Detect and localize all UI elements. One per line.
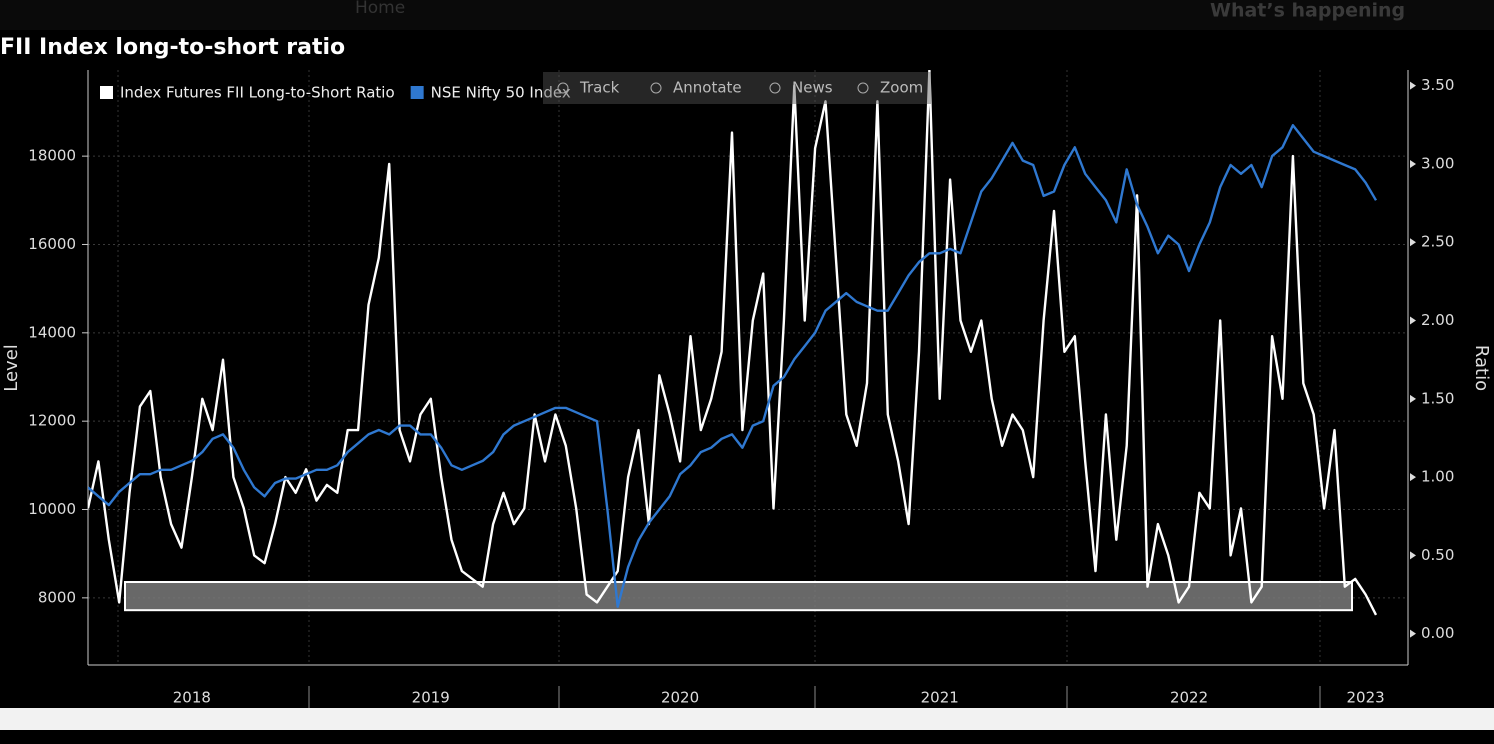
x-tick-label: 2018 <box>173 689 211 707</box>
y2-tick-label: 3.50 <box>1421 76 1454 94</box>
toolbar-icon <box>769 82 781 94</box>
toolbar-button[interactable]: Annotate <box>673 79 742 97</box>
y2-tick-label: 0.50 <box>1421 546 1454 564</box>
top-nav <box>0 0 1494 30</box>
nav-home[interactable]: Home <box>355 0 405 18</box>
legend-swatch <box>410 86 424 99</box>
toolbar-icon <box>650 82 662 94</box>
y2-tick <box>1410 551 1416 560</box>
series-line <box>88 70 1378 616</box>
chart-title: FII Index long-to-short ratio <box>0 35 345 60</box>
toolbar-button[interactable]: News <box>792 79 833 97</box>
y-tick-label: 8000 <box>38 588 76 606</box>
highlight-band <box>124 581 1353 612</box>
y-tick-label: 16000 <box>28 235 76 253</box>
legend-swatch <box>100 86 113 99</box>
y-tick-label: 10000 <box>28 500 76 518</box>
toolbar <box>543 72 931 104</box>
y2-tick-label: 2.00 <box>1421 311 1454 329</box>
nav-happening[interactable]: What’s happening <box>1210 0 1405 22</box>
y2-tick-label: 3.00 <box>1421 154 1454 172</box>
x-tick-label: 2020 <box>661 689 699 707</box>
x-tick-label: 2023 <box>1347 689 1385 707</box>
y2-tick <box>1410 473 1416 482</box>
y2-tick-label: 1.00 <box>1421 468 1454 486</box>
y2-tick <box>1410 159 1416 168</box>
y2-tick <box>1410 238 1416 247</box>
y2-axis-label: Ratio <box>1471 345 1492 391</box>
x-tick-label: 2019 <box>412 689 450 707</box>
legend-label: NSE Nifty 50 Index <box>431 84 571 102</box>
x-tick-label: 2021 <box>921 689 959 707</box>
y-tick-label: 14000 <box>28 323 76 341</box>
y-tick-label: 12000 <box>28 412 76 430</box>
vertical-grid <box>117 70 1321 665</box>
series-line <box>88 124 1378 608</box>
y2-tick <box>1410 629 1416 638</box>
y2-tick-label: 1.50 <box>1421 389 1454 407</box>
y2-tick-label: 2.50 <box>1421 233 1454 251</box>
legend-label: Index Futures FII Long-to-Short Ratio <box>120 84 395 102</box>
y-tick-label: 18000 <box>28 147 76 165</box>
toolbar-icon <box>857 82 869 94</box>
x-tick-label: 2022 <box>1170 689 1208 707</box>
y2-tick <box>1410 81 1416 90</box>
bottom-strip <box>0 708 1494 730</box>
plot-lines <box>88 70 1378 616</box>
y2-tick <box>1410 394 1416 403</box>
toolbar-button[interactable]: Zoom <box>880 79 923 97</box>
toolbar-icon <box>557 82 569 94</box>
y-axis-label: Level <box>1 344 22 392</box>
y2-tick <box>1410 316 1416 325</box>
y2-tick-label: 0.00 <box>1421 624 1454 642</box>
year-separators <box>308 686 1321 708</box>
toolbar-button[interactable]: Track <box>579 79 620 97</box>
